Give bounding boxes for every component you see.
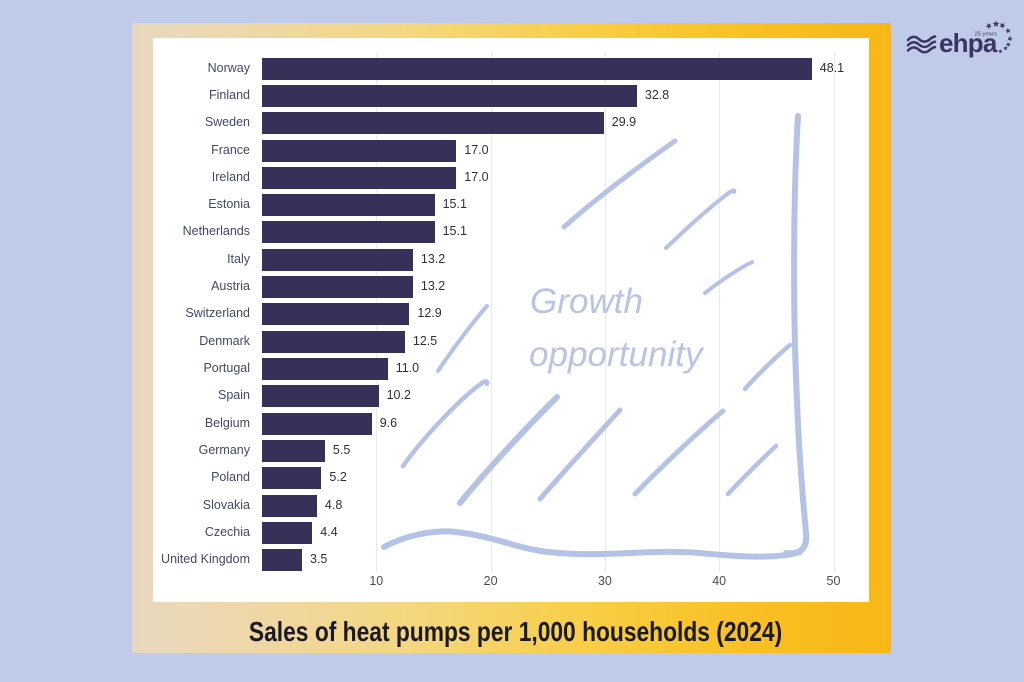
svg-text:25 years: 25 years bbox=[975, 31, 997, 37]
svg-text:ehpa: ehpa bbox=[939, 28, 998, 58]
svg-text:Growth: Growth bbox=[530, 282, 643, 321]
svg-text:opportunity: opportunity bbox=[529, 335, 705, 374]
